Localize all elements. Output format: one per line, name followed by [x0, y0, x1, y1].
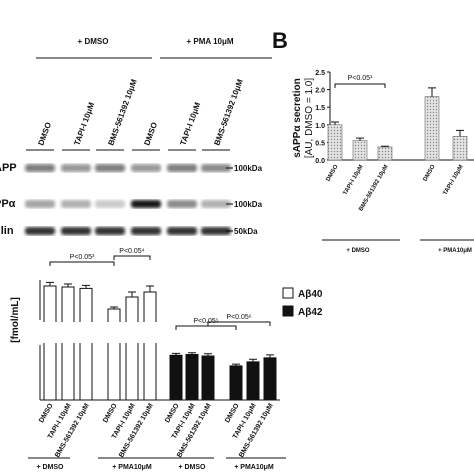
bar — [79, 287, 93, 401]
panel-label: B — [272, 28, 288, 53]
band — [95, 227, 125, 235]
error-bar — [331, 121, 339, 125]
bar — [143, 291, 157, 401]
error-bar — [128, 291, 136, 297]
bar — [229, 365, 243, 401]
group-label: + PMA 10μM — [186, 37, 233, 46]
error-bar — [266, 354, 274, 358]
band — [61, 200, 91, 208]
marker-label: 100kDa — [234, 200, 263, 209]
legend-label: Aβ40 — [298, 289, 323, 300]
error-bar — [46, 281, 54, 286]
bar — [424, 96, 440, 161]
band — [131, 200, 161, 208]
sig-bracket — [49, 261, 115, 266]
bar — [327, 124, 343, 161]
band — [131, 164, 161, 172]
bar — [169, 354, 183, 401]
error-bar — [356, 137, 364, 141]
bar — [377, 146, 393, 161]
error-bar — [172, 352, 180, 356]
error-bar — [110, 306, 118, 309]
error-bar — [82, 284, 90, 289]
error-bar — [204, 353, 212, 356]
band — [201, 164, 231, 172]
annotation: P<0.05⁶ — [226, 314, 251, 321]
annotation: P<0.05⁴ — [119, 248, 144, 255]
y-tick-label: 2.5 — [315, 70, 325, 77]
row-label: APP — [0, 162, 17, 174]
annotation: P<0.05⁵ — [193, 318, 218, 325]
row-label: ulin — [0, 225, 14, 237]
axis-break — [61, 322, 75, 343]
y-label: [AU, DMSO = 1.0] — [304, 78, 315, 159]
group-label: + PMA10μM — [112, 464, 152, 471]
y-tick-label: 1.5 — [315, 105, 325, 112]
y-tick-label: 1.0 — [315, 123, 325, 130]
band — [25, 164, 55, 172]
band — [167, 227, 197, 235]
band — [201, 227, 231, 235]
band — [25, 200, 55, 208]
error-bar — [428, 87, 436, 97]
bar — [352, 140, 368, 161]
axis-break — [107, 322, 121, 343]
axis-break — [143, 322, 157, 343]
band — [95, 164, 125, 172]
annotation: P<0.05³ — [70, 254, 95, 261]
error-bar — [249, 358, 257, 362]
bar — [263, 357, 277, 401]
group-label: + DMSO — [178, 464, 206, 471]
y-tick-label: 0.5 — [315, 140, 325, 147]
sig-bracket — [175, 325, 237, 330]
row-label: PPα — [0, 198, 16, 210]
group-label: + DMSO — [346, 248, 370, 254]
axis-break — [43, 322, 57, 343]
bar — [452, 136, 468, 161]
y-tick-label: 2.0 — [315, 88, 325, 95]
band — [95, 200, 125, 208]
annotation: P<0.05¹ — [348, 75, 373, 82]
legend-swatch — [282, 287, 294, 299]
legend-label: Aβ42 — [298, 307, 323, 318]
error-bar — [381, 145, 389, 147]
y-label: sAPPα secretion — [292, 78, 303, 158]
legend-swatch — [282, 305, 294, 317]
bar — [125, 296, 139, 401]
marker-label: 50kDa — [234, 227, 258, 236]
error-bar — [188, 352, 196, 355]
band — [25, 227, 55, 235]
bar — [61, 286, 75, 401]
error-bar — [64, 283, 72, 287]
group-label: + DMSO — [36, 464, 64, 471]
group-label: + PMA10μM — [438, 248, 472, 254]
band — [167, 164, 197, 172]
axis-break — [125, 322, 139, 343]
sig-bracket — [207, 321, 271, 326]
error-bar — [456, 129, 464, 137]
sig-bracket — [334, 83, 386, 88]
band — [167, 200, 197, 208]
error-bar — [232, 363, 240, 366]
bar — [201, 355, 215, 401]
bar — [185, 354, 199, 401]
bar — [246, 361, 260, 401]
group-label: + DMSO — [78, 37, 109, 46]
y-tick-label: 0.0 — [315, 158, 325, 165]
band — [61, 164, 91, 172]
group-label: + PMA10μM — [234, 464, 274, 471]
band — [201, 200, 231, 208]
sig-bracket — [113, 255, 151, 260]
y-label: [fmol/mL] — [10, 297, 21, 343]
axis-break — [79, 322, 93, 343]
marker-label: 100kDa — [234, 164, 263, 173]
band — [131, 227, 161, 235]
band — [61, 227, 91, 235]
error-bar — [146, 285, 154, 292]
